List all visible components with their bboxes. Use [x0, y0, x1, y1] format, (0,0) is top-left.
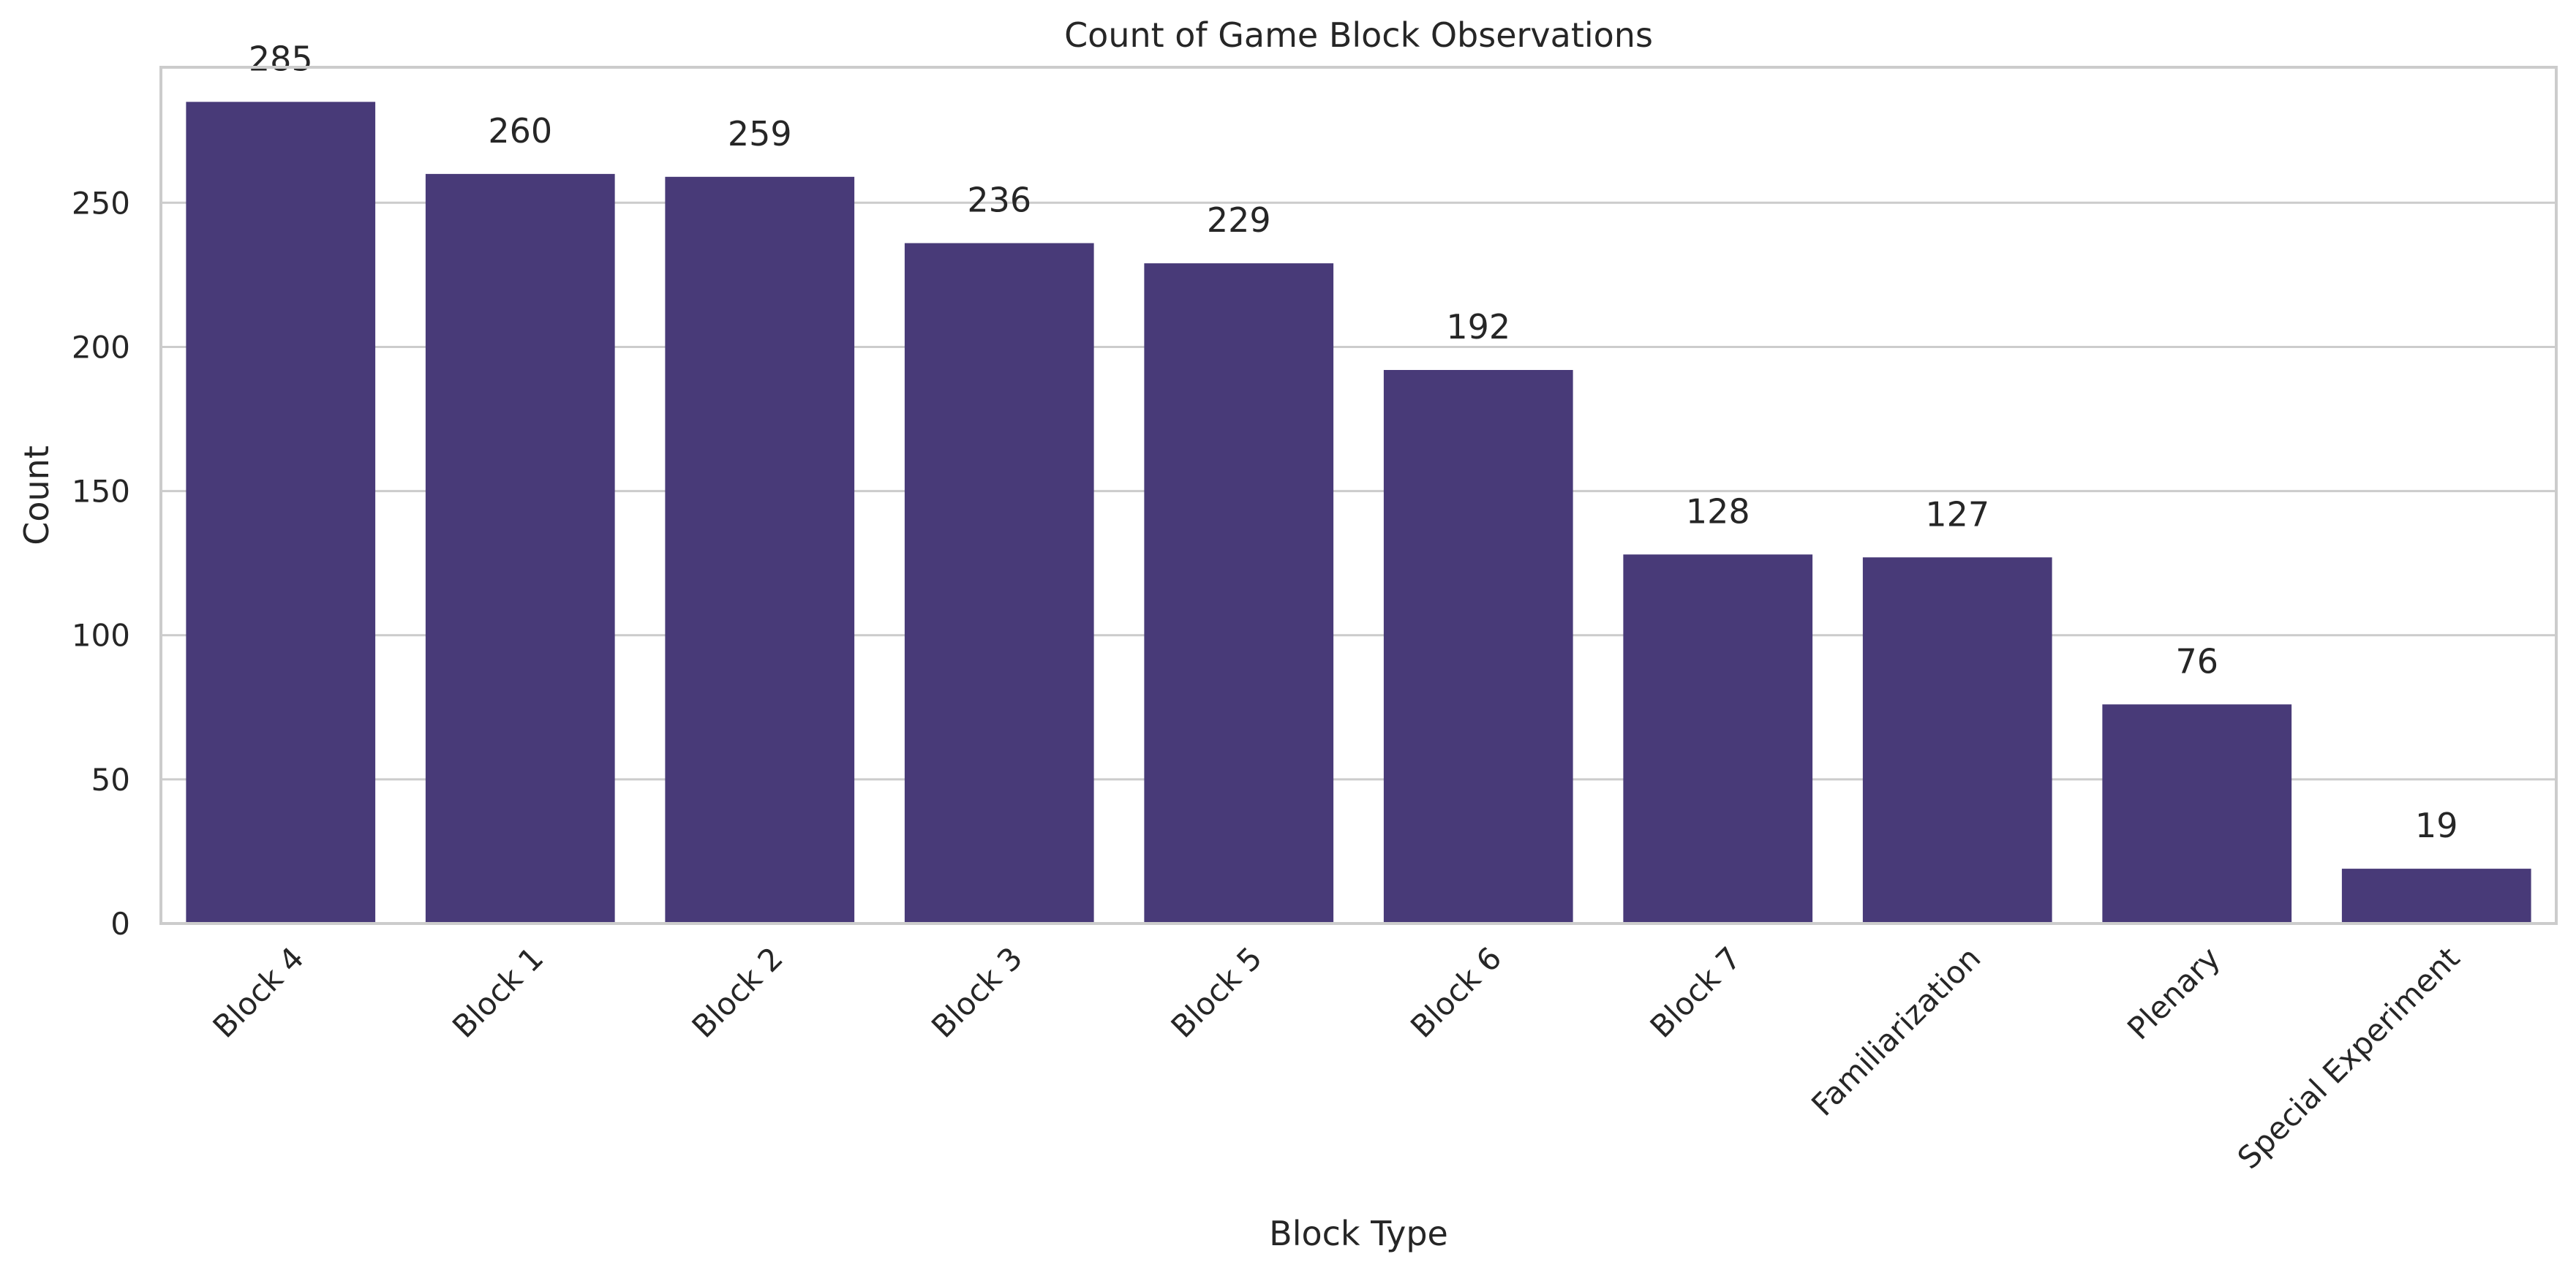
bar	[904, 243, 1094, 923]
data-label: 192	[1446, 307, 1510, 347]
data-labels: 285 260 259 236 229 192 128 127 76 19	[249, 39, 2458, 845]
bars	[186, 102, 2531, 924]
x-tick-label: Block 4	[206, 940, 311, 1044]
y-tick-labels: 0 50 100 150 200 250	[72, 185, 130, 942]
bar	[1383, 369, 1573, 924]
bar	[665, 176, 855, 923]
y-axis-label: Count	[17, 445, 56, 545]
bar	[2102, 704, 2292, 923]
bar	[1862, 557, 2052, 923]
bar	[2341, 869, 2531, 923]
x-tick-label: Block 5	[1164, 940, 1269, 1044]
y-tick-label: 0	[110, 906, 130, 942]
data-label: 229	[1207, 200, 1271, 240]
x-axis-label: Block Type	[1269, 1214, 1448, 1253]
data-label: 259	[728, 114, 792, 154]
plot-frame	[159, 66, 2558, 925]
bar	[1623, 554, 1813, 923]
data-label: 19	[2415, 806, 2458, 845]
data-label: 285	[249, 39, 313, 78]
bar	[425, 173, 615, 923]
data-label: 128	[1686, 491, 1750, 531]
x-tick-label: Special Experiment	[2231, 940, 2467, 1176]
y-tick-label: 50	[91, 762, 130, 798]
data-label: 127	[1925, 494, 1989, 534]
bar	[186, 102, 376, 924]
y-tick-label: 150	[72, 474, 130, 510]
y-tick-label: 200	[72, 329, 130, 365]
x-tick-labels: Block 4 Block 1 Block 2 Block 3 Block 5 Block…	[206, 940, 2467, 1176]
x-tick-label: Block 7	[1643, 940, 1748, 1044]
data-label: 236	[967, 181, 1031, 220]
chart-title: Count of Game Block Observations	[1064, 15, 1653, 55]
x-tick-label: Block 3	[924, 940, 1029, 1044]
x-tick-label: Block 6	[1404, 940, 1508, 1044]
x-tick-label: Familiarization	[1804, 940, 1987, 1122]
bar	[1144, 263, 1334, 923]
y-tick-label: 100	[72, 618, 130, 654]
x-tick-label: Plenary	[2120, 940, 2227, 1046]
x-tick-label: Block 1	[445, 940, 550, 1044]
y-tick-label: 250	[72, 185, 130, 221]
data-label: 76	[2175, 641, 2218, 681]
data-label: 260	[488, 111, 552, 151]
x-tick-label: Block 2	[685, 940, 790, 1044]
